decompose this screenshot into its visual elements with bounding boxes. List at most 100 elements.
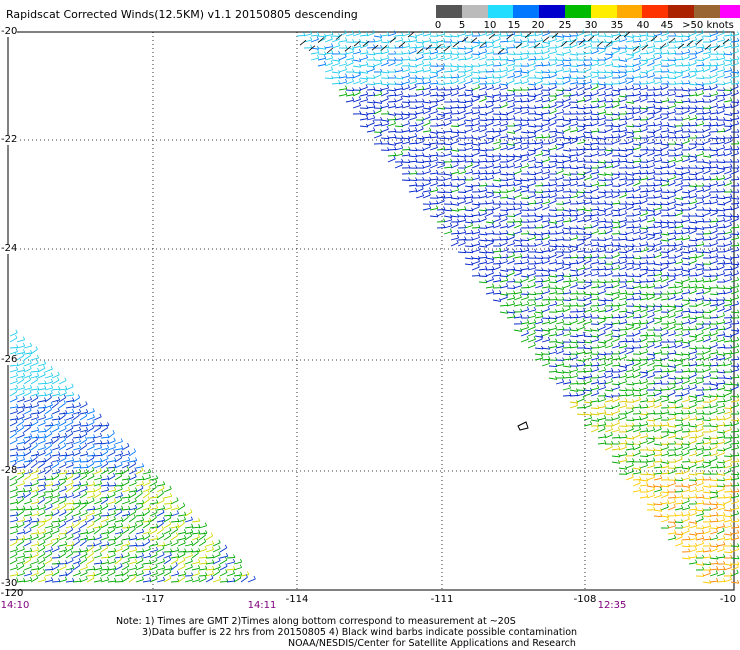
wind-barb [527,62,536,67]
wind-barb-flag [365,84,368,88]
wind-barb [499,98,508,103]
wind-barb-flag [498,156,501,160]
wind-barb [331,38,340,43]
wind-barb-flag [491,42,495,46]
wind-barb-flag [576,56,579,60]
wind-barb-flag [610,53,613,57]
wind-barb [373,52,382,55]
wind-barb [443,143,453,146]
wind-barb-flag [597,127,600,132]
wind-barb-flag [722,66,726,70]
wind-barb-flag [512,144,515,148]
wind-barb-flag [618,80,621,84]
wind-barb-flag [568,139,572,143]
wind-barb [436,124,445,127]
wind-barb [485,100,495,103]
wind-barb [387,62,396,67]
wind-barb [499,69,508,73]
wind-barb [401,45,410,49]
wind-barb-flag [540,90,543,94]
wind-barb-flag [562,134,565,138]
wind-barb-flag [351,78,354,82]
wind-barb [513,111,522,115]
wind-barb [681,89,690,92]
wind-barb [499,147,508,151]
wind-barb-flag [386,84,390,89]
wind-barb-flag [387,39,390,44]
wind-barb [625,65,635,68]
wind-barb [674,153,683,157]
wind-barb [590,269,600,271]
wind-barb-flag [373,63,376,67]
wind-barb-flag [632,109,635,114]
wind-barb-flag [338,50,341,55]
wind-barb [716,63,725,67]
wind-barb [660,32,669,37]
wind-barb-flag [590,56,593,61]
wind-barb [681,117,690,121]
wind-barb-flag [428,90,431,94]
wind-barb-flag [611,51,614,55]
wind-barb-flag [687,43,691,47]
wind-barb-flag [673,156,677,161]
wind-barb [576,92,585,97]
wind-barb-flag [618,157,621,162]
wind-barb [317,63,326,67]
wind-barb-flag [715,65,718,70]
wind-barb-flag [373,91,376,96]
wind-barb-flag [701,29,704,33]
wind-barb-flag [603,47,606,51]
wind-barb [618,149,627,152]
wind-barb [618,81,627,85]
wind-barb [590,113,600,116]
wind-barb-flag [701,150,705,155]
wind-barb [387,149,397,151]
wind-barb-flag [436,85,439,89]
wind-barb-flag [673,61,677,65]
wind-barb [408,35,417,38]
wind-speed-legend [436,5,740,18]
wind-barb [527,34,536,37]
wind-barb [534,106,543,109]
wind-barb-flag [533,156,537,161]
wind-barb [674,74,683,79]
wind-barb-flag [674,86,677,91]
wind-barb-flag [562,159,565,164]
wind-barb [394,153,403,157]
wind-barb-flag [575,35,578,39]
wind-barb [464,74,473,79]
wind-barb-flag [667,170,670,174]
wind-barb [457,191,467,193]
wind-barb [499,40,509,43]
wind-barb-flag [534,147,537,152]
wind-barb-flag [590,109,593,113]
wind-barb [436,148,445,151]
wind-barb [590,100,599,103]
wind-barb-flag [715,30,718,34]
wind-barb [471,148,481,151]
wind-barb [660,86,669,91]
wind-barb-flag [569,73,572,78]
wind-barb [352,45,361,49]
wind-barb [436,68,445,73]
wind-barb-flag [520,62,523,67]
wind-barb-flag [646,169,649,174]
wind-barb-flag [415,139,418,144]
wind-barb-flag [590,49,593,53]
wind-barb-flag [436,91,439,96]
wind-barb-flag [576,151,579,155]
wind-barb [625,80,634,85]
wind-barb-flag [421,138,424,142]
wind-barb [688,74,697,79]
wind-barb [373,62,382,67]
wind-barb-flag [646,31,649,36]
wind-barb-flag [484,91,488,95]
wind-barb [534,52,543,55]
wind-barb [653,110,662,115]
wind-barb [436,137,446,139]
legend-swatch-6 [590,5,617,18]
wind-barb [541,190,551,193]
wind-barb [499,275,509,278]
wind-barb [667,215,677,217]
wind-barb [562,80,571,85]
